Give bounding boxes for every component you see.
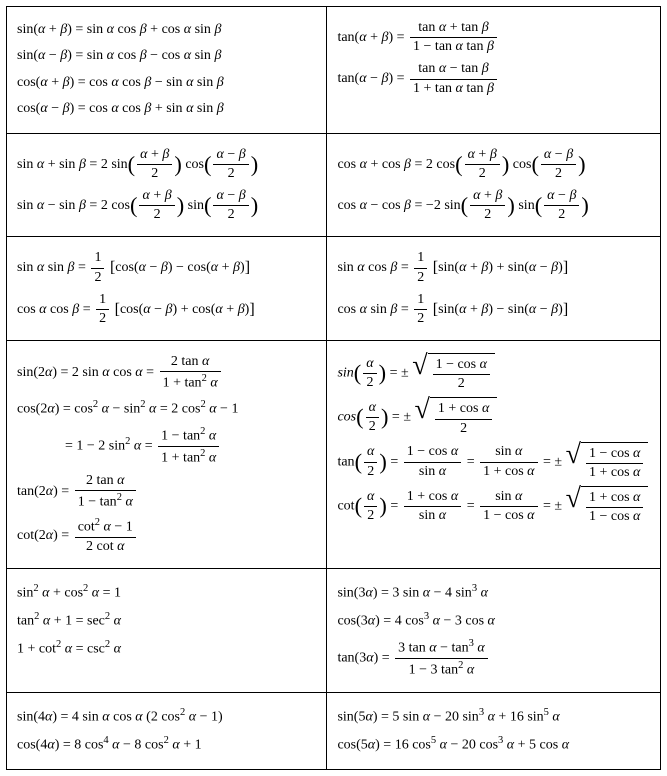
cell-r5-right: sin(5α) = 5 sin α − 20 sin3 α + 16 sin5 … [327, 692, 661, 769]
formula: sin(5α) = 5 sin α − 20 sin3 α + 16 sin5 … [337, 705, 650, 729]
cell-r2-left: sin α sin β = 12 [cos(α − β) − cos(α + β… [7, 237, 327, 341]
formula: cot(α2) = 1 + cos αsin α = sin α1 − cos … [337, 486, 650, 526]
cell-r3-left: sin(2α) = 2 sin α cos α = 2 tan α1 + tan… [7, 341, 327, 569]
formula: sin(α + β) = sin α cos β + cos α sin β [17, 19, 316, 41]
cell-r1-left: sin α + sin β = 2 sin(α + β2) cos(α − β2… [7, 133, 327, 237]
formula: cos(3α) = 4 cos3 α − 3 cos α [337, 609, 650, 633]
cell-r4-right: sin(3α) = 3 sin α − 4 sin3 α cos(3α) = 4 … [327, 568, 661, 692]
formula: cos α − cos β = −2 sin(α + β2) sin(α − β… [337, 187, 650, 224]
formula: sin α sin β = 12 [cos(α − β) − cos(α + β… [17, 249, 316, 286]
cell-r5-left: sin(4α) = 4 sin α cos α (2 cos2 α − 1) co… [7, 692, 327, 769]
cell-r2-right: sin α cos β = 12 [sin(α + β) + sin(α − β… [327, 237, 661, 341]
formula: sin(α2) = ± √1 − cos α2 [337, 353, 650, 393]
cell-r4-left: sin2 α + cos2 α = 1 tan2 α + 1 = sec2 α 1 … [7, 568, 327, 692]
formula: sin(α − β) = sin α cos β − cos α sin β [17, 45, 316, 67]
cell-r0-right: tan(α + β) = tan α + tan β1 − tan α tan … [327, 7, 661, 134]
formula: sin α + sin β = 2 sin(α + β2) cos(α − β2… [17, 146, 316, 183]
cell-r0-left: sin(α + β) = sin α cos β + cos α sin β si… [7, 7, 327, 134]
formula: sin α cos β = 12 [sin(α + β) + sin(α − β… [337, 249, 650, 286]
formula: sin(2α) = 2 sin α cos α = 2 tan α1 + tan… [17, 353, 316, 393]
formula: cos(α − β) = cos α cos β + sin α sin β [17, 98, 316, 120]
formula: sin(4α) = 4 sin α cos α (2 cos2 α − 1) [17, 705, 316, 729]
formula: cos α + cos β = 2 cos(α + β2) cos(α − β2… [337, 146, 650, 183]
formula: sin(3α) = 3 sin α − 4 sin3 α [337, 581, 650, 605]
cell-r3-right: sin(α2) = ± √1 − cos α2cos(α2) = ± √1 + … [327, 341, 661, 569]
formula: cos(4α) = 8 cos4 α − 8 cos2 α + 1 [17, 733, 316, 757]
formula: cos α sin β = 12 [sin(α + β) − sin(α − β… [337, 291, 650, 328]
formula: cos(α2) = ± √1 + cos α2 [337, 397, 650, 437]
cell-r1-right: cos α + cos β = 2 cos(α + β2) cos(α − β2… [327, 133, 661, 237]
formula: cos α cos β = 12 [cos(α − β) + cos(α + β… [17, 291, 316, 328]
formula: cos(5α) = 16 cos5 α − 20 cos3 α + 5 cos … [337, 733, 650, 757]
formula: 1 + cot2 α = csc2 α [17, 637, 316, 661]
formula: cos(2α) = cos2 α − sin2 α = 2 cos2 α − 1 [17, 397, 316, 421]
formula: cot(2α) = cot2 α − 12 cot α [17, 516, 316, 556]
formula: tan2 α + 1 = sec2 α [17, 609, 316, 633]
formula: = 1 − 2 sin2 α = 1 − tan2 α1 + tan2 α [17, 425, 316, 468]
formula: tan(3α) = 3 tan α − tan3 α1 − 3 tan2 α [337, 637, 650, 680]
formula: tan(α − β) = tan α − tan β1 + tan α tan … [337, 60, 650, 97]
formula: cos(α + β) = cos α cos β − sin α sin β [17, 72, 316, 94]
identity-table: sin(α + β) = sin α cos β + cos α sin β si… [6, 6, 661, 770]
formula: sin2 α + cos2 α = 1 [17, 581, 316, 605]
formula: tan(α + β) = tan α + tan β1 − tan α tan … [337, 19, 650, 56]
formula: sin α − sin β = 2 cos(α + β2) sin(α − β2… [17, 187, 316, 224]
formula: tan(α2) = 1 − cos αsin α = sin α1 + cos … [337, 442, 650, 482]
formula: tan(2α) = 2 tan α1 − tan2 α [17, 472, 316, 512]
